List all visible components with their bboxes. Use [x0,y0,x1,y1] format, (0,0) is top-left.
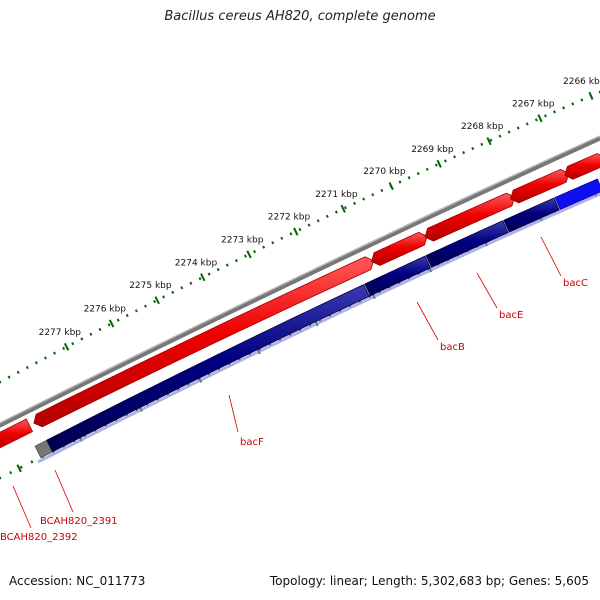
forward-cds-track [0,153,600,451]
forward-cds-3[interactable] [371,231,428,266]
svg-text:bacE: bacE [499,310,523,321]
gene-label-bacC[interactable]: bacC [540,236,588,289]
reverse-gene-track [34,178,600,464]
ruler-tick-label: 2275 kbp [129,281,172,291]
ruler-tick-label: 2277 kbp [39,328,82,338]
gene-label-bacF[interactable]: bacF [228,394,264,448]
ruler-tick-2266: 2266 kbp [563,77,600,100]
gene-label-bacE[interactable]: bacE [476,272,523,321]
reverse-gene-highlight[interactable] [554,178,600,210]
ruler-tick-2276: 2276 kbp [84,305,127,328]
ruler-tick-2270: 2270 kbp [363,167,406,191]
ruler-tick-label: 2276 kbp [84,305,127,315]
reverse-gene-1[interactable] [46,283,370,453]
ruler-tick-label: 2266 kbp [563,77,600,87]
gene-label-bacB[interactable]: bacB [416,301,465,353]
ruler-tick-2274: 2274 kbp [175,258,218,282]
reverse-gene-4[interactable] [503,197,560,233]
ruler-tick-label: 2273 kbp [221,235,264,245]
forward-cds-1[interactable] [0,418,34,451]
reverse-gene-3[interactable] [425,220,509,268]
ruler-tick-label: 2271 kbp [315,190,358,200]
gene-label-BCAH820_2392[interactable]: BCAH820_2392 [0,485,78,543]
reverse-gene-2[interactable] [364,255,431,297]
ruler-tick-label: 2269 kbp [411,145,454,155]
ruler-tick-label: 2267 kbp [512,99,555,109]
ruler-tick-label: 2270 kbp [363,167,406,177]
forward-cds-4[interactable] [424,192,516,242]
svg-text:bacB: bacB [440,342,465,353]
ruler-tick-2272: 2272 kbp [268,213,311,236]
forward-cds-6[interactable] [564,153,600,180]
svg-text:bacF: bacF [240,437,264,448]
forward-cds-5[interactable] [510,168,570,204]
accession-text: Accession: NC_011773 [9,574,146,588]
forward-cds-2[interactable] [33,256,374,428]
svg-text:BCAH820_2391: BCAH820_2391 [40,516,118,527]
ruler-tick-2267: 2267 kbp [512,99,555,123]
ruler-tick-2271: 2271 kbp [315,190,358,213]
gene-label-BCAH820_2391[interactable]: BCAH820_2391 [40,469,118,527]
ruler-tick-2268: 2268 kbp [461,122,504,146]
svg-text:bacC: bacC [563,278,588,289]
map-title: Bacillus cereus AH820, complete genome [164,9,436,24]
ruler-tick-2277: 2277 kbp [39,328,82,351]
genome-backbone [0,135,600,428]
ruler-tick-label: 2274 kbp [175,258,218,268]
ruler-tick-2275: 2275 kbp [129,281,172,305]
ruler-tick-2273: 2273 kbp [221,235,264,259]
genome-summary-text: Topology: linear; Length: 5,302,683 bp; … [269,574,589,588]
ruler-tick-label: 2268 kbp [461,122,504,132]
svg-text:BCAH820_2392: BCAH820_2392 [0,532,78,543]
ruler-tick-label: 2272 kbp [268,213,311,223]
kbp-ruler: 2266 kbp 2267 kbp 2268 kbp 2269 kbp 2270 kbp… [0,77,600,384]
ruler-tick-2269: 2269 kbp [411,145,454,168]
